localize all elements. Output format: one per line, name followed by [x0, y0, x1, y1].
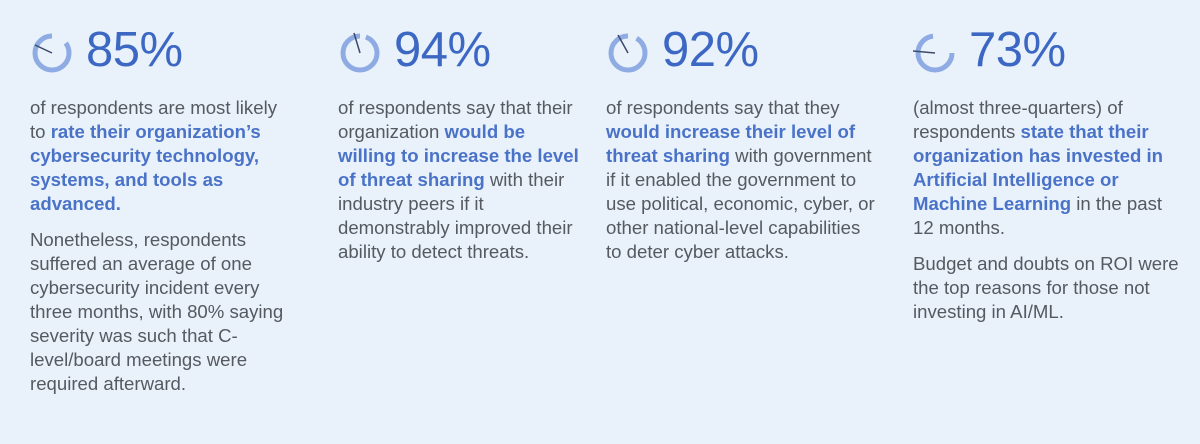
stat-column-92: 92% of respondents say that they would i…: [606, 20, 876, 264]
stat-followup: Nonetheless, respondents suffered an ave…: [30, 229, 284, 394]
progress-ring-icon: [606, 31, 650, 75]
stat-description: (almost three-quarters) of respondents s…: [913, 97, 1164, 238]
stat-percent: 94%: [394, 23, 491, 77]
stat-percent: 73%: [969, 23, 1066, 77]
stat-percent: 92%: [662, 23, 759, 77]
stat-header: 85%: [30, 20, 295, 80]
progress-ring-icon: [913, 31, 957, 75]
stat-column-73: 73% (almost three-quarters) of responden…: [913, 20, 1183, 324]
stat-column-85: 85% of respondents are most likely to ra…: [30, 20, 295, 396]
progress-ring-icon: [338, 31, 382, 75]
stat-header: 73%: [913, 20, 1183, 80]
stat-followup: Budget and doubts on ROI were the top re…: [913, 253, 1179, 322]
stat-description: of respondents say that they would incre…: [606, 97, 875, 262]
stat-header: 92%: [606, 20, 876, 80]
progress-ring-icon: [30, 31, 74, 75]
stat-percent: 85%: [86, 23, 183, 77]
stat-header: 94%: [338, 20, 583, 80]
stat-description: of respondents are most likely to rate t…: [30, 97, 278, 214]
stat-column-94: 94% of respondents say that their organi…: [338, 20, 583, 264]
stat-description: of respondents say that their organizati…: [338, 97, 579, 262]
